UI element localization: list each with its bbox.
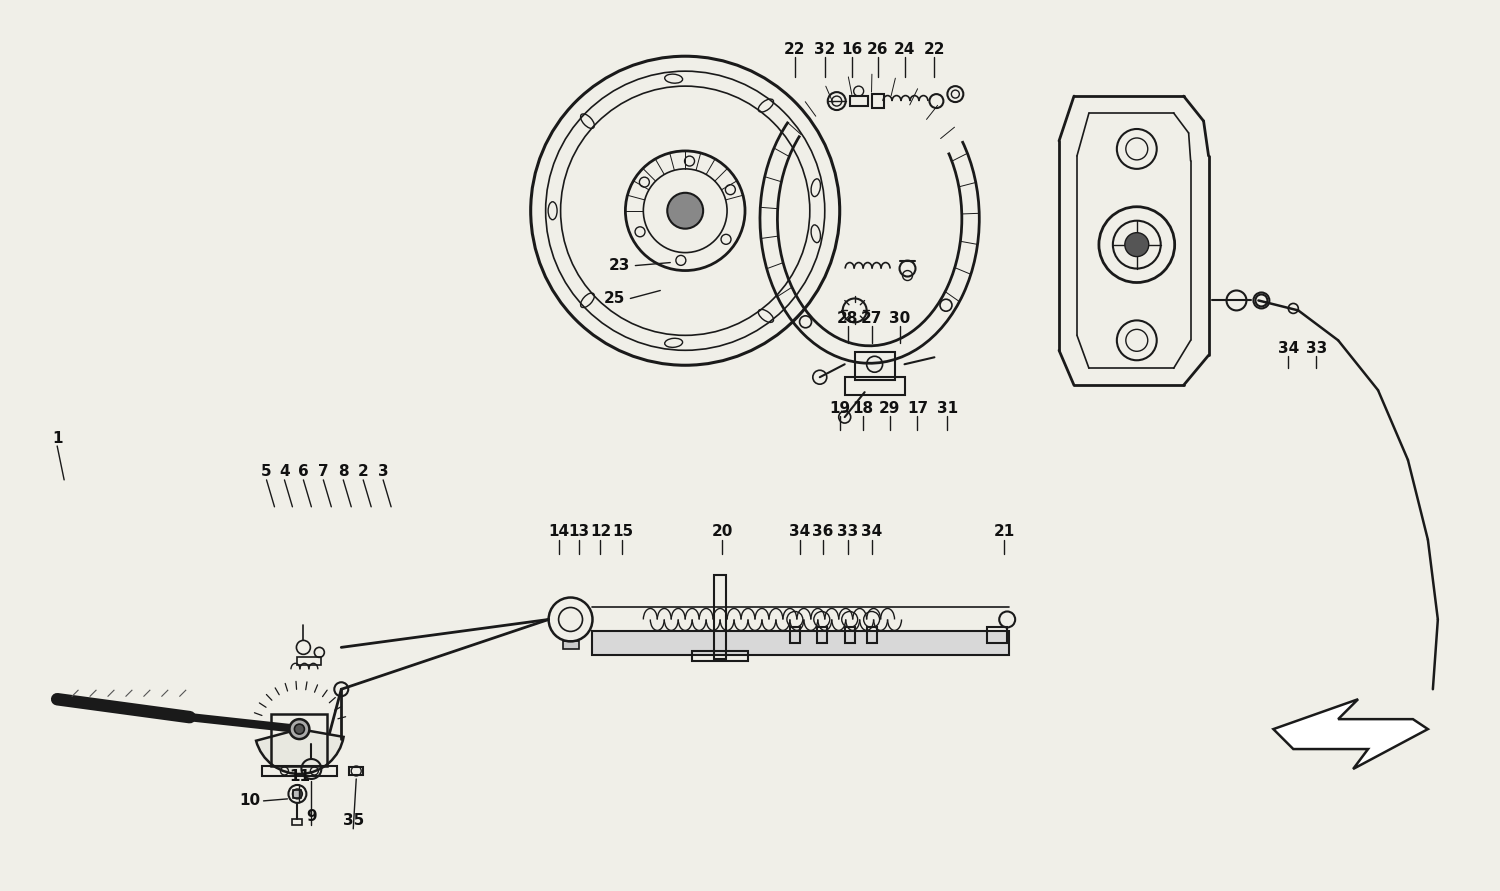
Circle shape <box>290 719 309 739</box>
Text: 32: 32 <box>815 42 836 57</box>
Circle shape <box>294 724 304 734</box>
Text: 33: 33 <box>837 524 858 539</box>
Text: 17: 17 <box>908 401 928 415</box>
Text: 30: 30 <box>890 311 910 326</box>
Wedge shape <box>256 729 344 774</box>
Bar <box>562 642 579 650</box>
Text: 33: 33 <box>1305 340 1328 356</box>
Bar <box>292 819 303 825</box>
Bar <box>350 767 363 775</box>
Text: 34: 34 <box>861 524 882 539</box>
Text: 18: 18 <box>852 401 873 415</box>
Text: 21: 21 <box>993 524 1016 539</box>
Bar <box>790 627 800 643</box>
Bar <box>871 94 883 108</box>
Text: 1: 1 <box>53 430 63 446</box>
Text: 4: 4 <box>279 464 290 479</box>
Bar <box>867 627 876 643</box>
Text: 13: 13 <box>568 524 590 539</box>
Bar <box>844 627 855 643</box>
Text: 35: 35 <box>342 813 364 829</box>
Bar <box>297 658 321 666</box>
Text: 22: 22 <box>924 42 945 57</box>
Text: 36: 36 <box>812 524 834 539</box>
Bar <box>714 575 726 659</box>
Text: 10: 10 <box>238 793 260 808</box>
Bar <box>261 766 338 776</box>
Text: 12: 12 <box>590 524 610 539</box>
Text: 29: 29 <box>879 401 900 415</box>
Text: 16: 16 <box>842 42 862 57</box>
Bar <box>844 377 904 395</box>
Text: 24: 24 <box>894 42 915 57</box>
Text: 20: 20 <box>711 524 734 539</box>
Text: 34: 34 <box>789 524 810 539</box>
Text: 31: 31 <box>938 401 958 415</box>
Text: 15: 15 <box>612 524 633 539</box>
Bar <box>987 627 1006 643</box>
Text: 5: 5 <box>261 464 272 479</box>
Text: 34: 34 <box>1278 340 1299 356</box>
Circle shape <box>668 192 704 229</box>
Bar <box>272 715 327 766</box>
Text: 7: 7 <box>318 464 328 479</box>
Circle shape <box>1125 233 1149 257</box>
Text: 3: 3 <box>378 464 388 479</box>
Bar <box>818 627 827 643</box>
Bar <box>592 632 1010 656</box>
Text: 28: 28 <box>837 311 858 326</box>
Text: 6: 6 <box>298 464 309 479</box>
Bar <box>692 651 748 661</box>
Text: 8: 8 <box>338 464 348 479</box>
Text: 22: 22 <box>784 42 806 57</box>
Bar <box>855 352 894 380</box>
Text: 14: 14 <box>548 524 568 539</box>
Text: 27: 27 <box>861 311 882 326</box>
Bar <box>849 96 867 106</box>
Text: 25: 25 <box>604 291 625 306</box>
Polygon shape <box>1274 699 1428 769</box>
Text: 2: 2 <box>358 464 369 479</box>
Text: 26: 26 <box>867 42 888 57</box>
Text: 19: 19 <box>830 401 850 415</box>
Text: 9: 9 <box>306 809 316 824</box>
Bar <box>294 790 302 798</box>
Text: 11: 11 <box>290 770 310 784</box>
Text: 23: 23 <box>609 258 630 273</box>
